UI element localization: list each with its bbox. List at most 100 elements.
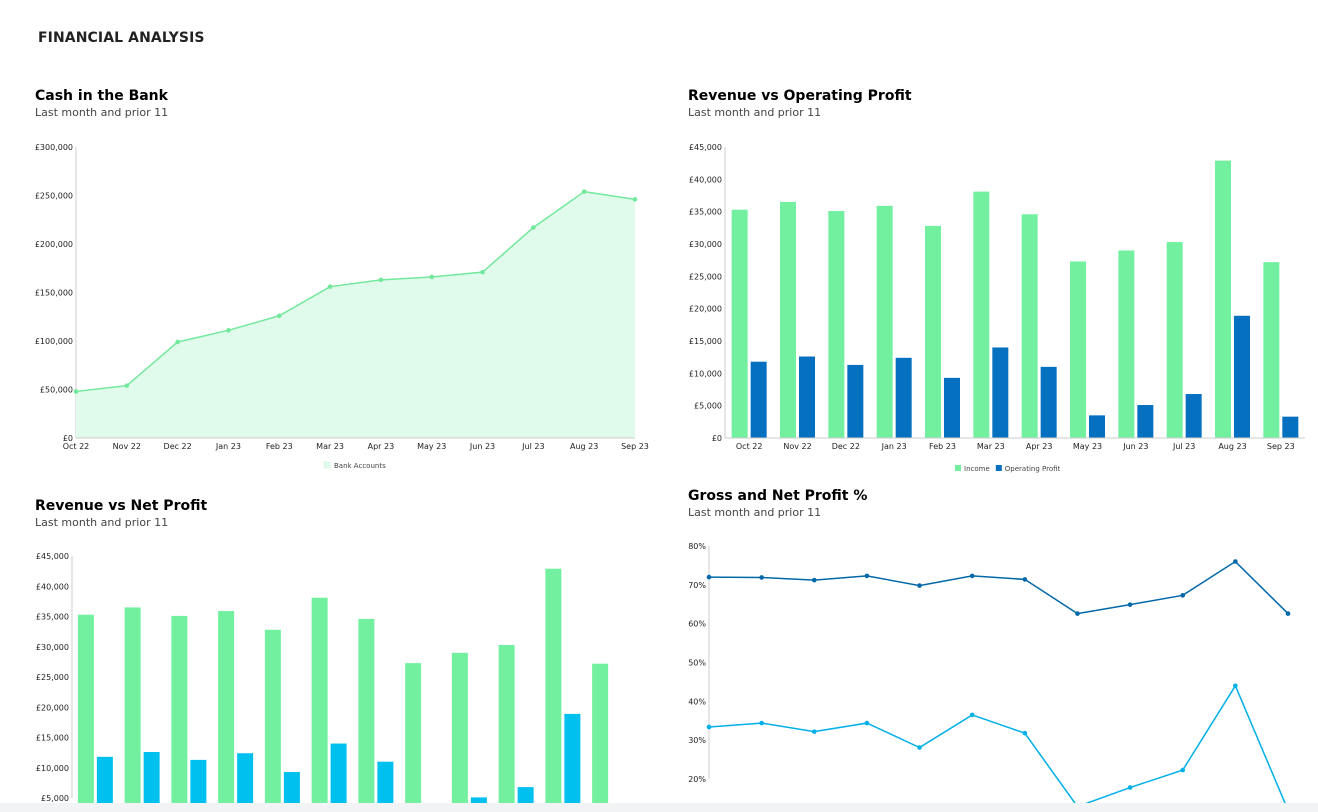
y-tick-label: £40,000 — [36, 582, 69, 591]
y-tick-label: 50% — [688, 659, 706, 668]
series-line-net-profit — [708, 684, 1289, 811]
bar-income-jun-23 — [1118, 250, 1135, 438]
data-point-oct-22 — [73, 389, 79, 394]
bar-income-jan-23 — [218, 611, 235, 812]
x-tick-label: Jul 23 — [521, 442, 544, 451]
chart-title-revenue-operating: Revenue vs Operating Profit — [688, 88, 912, 104]
data-point-jun-23 — [480, 269, 485, 275]
data-point-mar-23 — [327, 284, 333, 289]
y-tick-label: £100,000 — [35, 337, 73, 346]
bar-operating-profit-apr-23 — [1040, 366, 1057, 438]
bar-income-mar-23 — [311, 597, 328, 812]
bar-income-dec-22 — [828, 211, 845, 438]
x-tick-label: Jan 23 — [215, 442, 241, 451]
data-point-gross-profit-sep-23 — [1285, 611, 1291, 616]
data-point-net-profit-oct-22 — [706, 724, 712, 730]
bar-operating-profit-feb-23 — [944, 377, 960, 438]
bar-net-profit-jan-23 — [237, 753, 254, 812]
chart-title-cash: Cash in the Bank — [35, 88, 168, 104]
data-point-gross-profit-dec-22 — [811, 577, 817, 583]
y-tick-label: £30,000 — [689, 240, 722, 249]
bar-operating-profit-oct-22 — [750, 361, 767, 438]
y-tick-label: 60% — [688, 620, 706, 629]
x-tick-label: Mar 23 — [316, 442, 344, 451]
cash-in-bank-chart: £0 £50,000 £100,000 £150,000 £200,000 £250,00… — [35, 143, 649, 470]
data-point-gross-profit-oct-22 — [706, 574, 712, 580]
data-point-gross-profit-mar-23 — [969, 573, 975, 579]
y-tick-label: £15,000 — [689, 337, 722, 346]
data-point-sep-23 — [632, 197, 638, 202]
x-tick-label: Nov 22 — [113, 442, 141, 451]
bar-net-profit-apr-23 — [377, 761, 394, 812]
data-point-net-profit-jul-23 — [1180, 767, 1186, 773]
series-line-gross-profit — [708, 560, 1289, 615]
x-tick-label: Feb 23 — [266, 442, 293, 451]
y-tick-label: 20% — [688, 775, 706, 784]
chart-subtitle-cash: Last month and prior 11 — [35, 106, 169, 119]
bottom-scroll-strip — [0, 803, 1318, 812]
bar-income-may-23 — [1070, 261, 1086, 438]
chart-subtitle-revenue-operating: Last month and prior 11 — [688, 106, 822, 119]
data-point-jul-23 — [531, 225, 536, 230]
legend-swatch-operating-profit — [995, 465, 1002, 471]
x-tick-label: Jul 23 — [1172, 442, 1195, 451]
data-point-net-profit-jan-23 — [864, 720, 870, 726]
data-point-gross-profit-jun-23 — [1127, 602, 1133, 607]
data-point-may-23 — [429, 274, 435, 280]
data-point-gross-profit-aug-23 — [1233, 559, 1238, 564]
bar-income-jul-23 — [1166, 242, 1183, 438]
y-tick-label: £200,000 — [35, 240, 73, 249]
bar-income-mar-23 — [973, 191, 990, 438]
y-tick-label: £150,000 — [35, 289, 73, 298]
legend-label-income: Income — [964, 465, 990, 473]
data-point-gross-profit-jul-23 — [1180, 593, 1186, 598]
bar-income-apr-23 — [1021, 214, 1038, 438]
y-tick-label: £5,000 — [41, 794, 69, 803]
chart-subtitle-revenue-net: Last month and prior 11 — [35, 516, 169, 529]
y-tick-label: £35,000 — [689, 208, 722, 217]
x-tick-label: Jun 23 — [1122, 442, 1148, 451]
x-tick-label: Aug 23 — [570, 442, 598, 451]
legend-label-bank-accounts: Bank Accounts — [334, 462, 386, 470]
data-point-net-profit-feb-23 — [917, 745, 922, 750]
bar-income-sep-23 — [592, 663, 609, 812]
x-tick-label: Nov 22 — [783, 442, 811, 451]
y-tick-label: £25,000 — [689, 272, 722, 281]
y-tick-label: 40% — [688, 697, 706, 706]
bar-operating-profit-jan-23 — [895, 357, 912, 438]
y-tick-label: 30% — [688, 736, 706, 745]
bar-operating-profit-aug-23 — [1234, 315, 1250, 438]
data-point-feb-23 — [276, 313, 282, 319]
y-tick-label: £0 — [712, 434, 722, 443]
bar-income-oct-22 — [731, 209, 748, 438]
bar-net-profit-mar-23 — [330, 743, 347, 812]
data-point-net-profit-nov-22 — [759, 720, 764, 726]
bar-income-feb-23 — [925, 225, 941, 438]
bar-income-sep-23 — [1263, 262, 1280, 438]
y-tick-label: £20,000 — [36, 703, 69, 712]
area-fill-bank-accounts — [76, 191, 635, 438]
page-title: FINANCIAL ANALYSIS — [38, 30, 205, 46]
x-tick-label: Feb 23 — [929, 442, 956, 451]
bar-net-profit-oct-22 — [96, 756, 113, 812]
data-point-nov-22 — [124, 383, 130, 388]
chart-subtitle-profit-pct: Last month and prior 11 — [688, 506, 822, 519]
y-tick-label: £30,000 — [36, 643, 69, 652]
bar-operating-profit-nov-22 — [799, 356, 815, 438]
revenue-vs-operating-profit-chart: £0 £5,000 £10,000 £15,000 £20,000 £25,000 £30,… — [689, 143, 1305, 473]
data-point-net-profit-dec-22 — [811, 729, 817, 734]
x-tick-label: May 23 — [417, 442, 446, 451]
y-tick-label: 70% — [688, 581, 706, 590]
y-tick-label: £250,000 — [35, 192, 73, 201]
data-point-net-profit-mar-23 — [969, 712, 975, 718]
x-tick-label: Aug 23 — [1218, 442, 1246, 451]
bar-income-jul-23 — [498, 644, 515, 812]
bar-income-feb-23 — [264, 629, 281, 812]
data-point-net-profit-aug-23 — [1233, 683, 1238, 689]
data-point-aug-23 — [581, 189, 587, 194]
y-tick-label: £35,000 — [36, 613, 69, 622]
bar-income-oct-22 — [77, 614, 94, 812]
x-tick-label: Dec 22 — [164, 442, 192, 451]
bar-income-nov-22 — [780, 201, 796, 438]
bar-income-may-23 — [405, 663, 422, 812]
